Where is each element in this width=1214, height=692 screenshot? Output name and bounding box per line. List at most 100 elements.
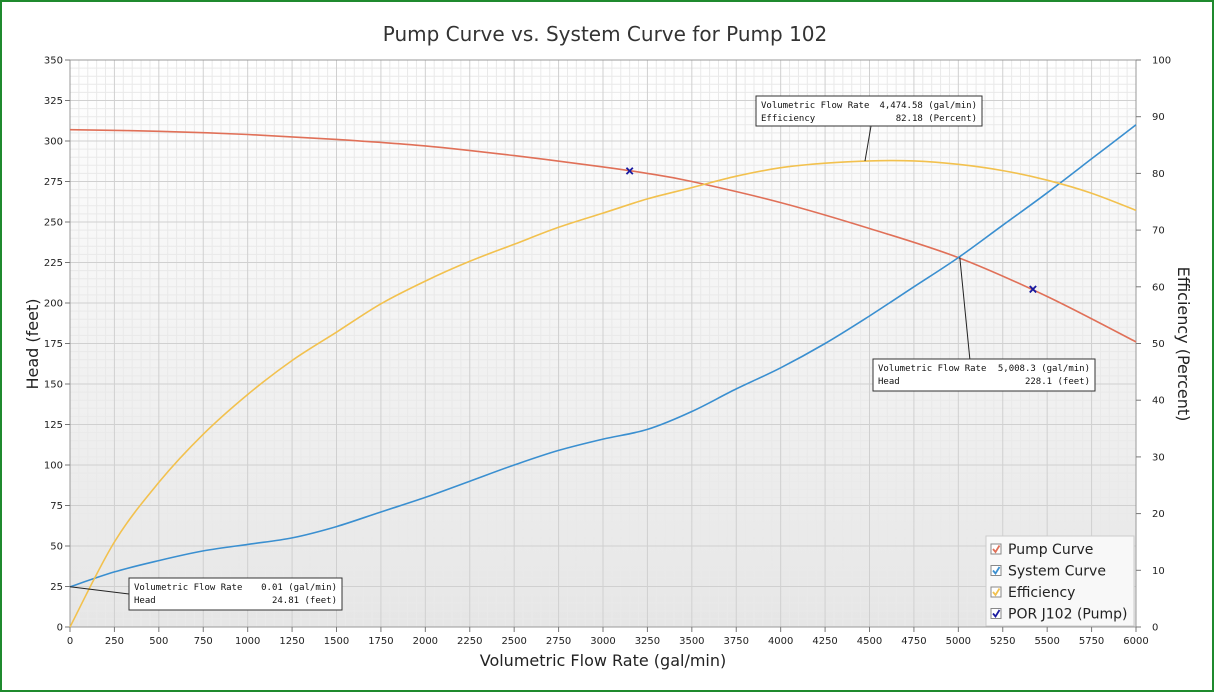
callout-label: Volumetric Flow Rate [761, 101, 869, 111]
y-tick-label: 25 [50, 582, 63, 593]
callout-value: 24.81 (feet) [272, 596, 337, 606]
x-tick-label: 5500 [1034, 636, 1059, 647]
x-axis-ticks: 0 250 500 750 1000 1250 1500 1750 2000 2250 2500 27… [67, 627, 1149, 647]
por-marker [1029, 285, 1037, 294]
y-tick-label: 300 [44, 137, 63, 148]
y2-tick-label: 0 [1152, 623, 1158, 634]
legend-checkbox [990, 586, 1002, 598]
x-tick-label: 3000 [590, 636, 615, 647]
legend-label: POR J102 (Pump) [1008, 607, 1127, 623]
x-tick-label: 750 [194, 636, 213, 647]
x-tick-label: 3750 [724, 636, 749, 647]
legend-checkbox [990, 608, 1002, 619]
x-tick-label: 3500 [679, 636, 704, 647]
y-tick-label: 75 [50, 501, 63, 512]
x-tick-label: 5250 [990, 636, 1015, 647]
callout-label: Volumetric Flow Rate [134, 583, 242, 593]
x-tick-label: 3250 [635, 636, 660, 647]
check-icon [992, 545, 1001, 554]
annotation-callout: Volumetric Flow Rate 0.01 (gal/min) Head 24… [69, 577, 343, 611]
y-tick-label: 275 [44, 177, 63, 188]
legend-item-pump-curve[interactable]: Pump Curve [990, 542, 1093, 558]
x-tick-label: 1000 [235, 636, 260, 647]
y2-tick-label: 100 [1152, 56, 1171, 67]
y-tick-label: 250 [44, 218, 63, 229]
callout-label: Head [878, 377, 900, 387]
callout-label: Head [134, 596, 156, 606]
y2-tick-label: 60 [1152, 282, 1165, 293]
y-tick-label: 100 [44, 461, 63, 472]
legend-label: Efficiency [1008, 585, 1075, 601]
x-tick-label: 250 [105, 636, 124, 647]
y-tick-label: 350 [44, 56, 63, 67]
annotation-callout: Volumetric Flow Rate 5,008.3 (gal/min) Hea… [872, 257, 1096, 392]
por-marker [625, 167, 634, 175]
por-marker-stroke [625, 167, 634, 175]
callout-leader [69, 586, 130, 595]
legend[interactable]: Pump Curve System Curve Efficiency POR J102… [985, 535, 1135, 627]
check-icon [992, 566, 1001, 576]
callout-value: 0.01 (gal/min) [261, 583, 337, 593]
callout-box [128, 577, 343, 611]
y2-axis-ticks: 0 10 20 30 40 50 60 70 80 90 100 [1136, 56, 1171, 634]
x-tick-label: 2000 [413, 636, 438, 647]
y2-tick-label: 10 [1152, 566, 1165, 577]
callout-box [755, 95, 983, 127]
series-line-system-curve [69, 124, 1137, 588]
y2-axis-title: Efficiency (Percent) [1174, 267, 1193, 422]
callout-label: Efficiency [761, 114, 816, 124]
annotation-callout: Volumetric Flow Rate 4,474.58 (gal/min) Ef… [755, 95, 983, 162]
check-icon [992, 609, 1001, 619]
y-tick-label: 175 [44, 339, 63, 350]
y-tick-label: 225 [44, 258, 63, 269]
y2-tick-label: 20 [1152, 509, 1165, 520]
x-tick-label: 500 [149, 636, 168, 647]
y-tick-label: 125 [44, 420, 63, 431]
x-tick-label: 5000 [946, 636, 971, 647]
y2-tick-label: 90 [1152, 112, 1165, 123]
x-axis-title: Volumetric Flow Rate (gal/min) [480, 651, 727, 670]
x-tick-label: 4750 [901, 636, 926, 647]
y2-tick-label: 70 [1152, 226, 1165, 237]
grid-lines [69, 59, 1137, 628]
callout-value: 82.18 (Percent) [896, 114, 977, 124]
series-lines [69, 124, 1137, 628]
y-tick-label: 200 [44, 299, 63, 310]
legend-item-system-curve[interactable]: System Curve [990, 564, 1106, 580]
callout-leader [864, 125, 872, 162]
series-line-pump-curve [69, 128, 1137, 343]
series-line-efficiency [69, 159, 1137, 628]
legend-item-efficiency[interactable]: Efficiency [990, 585, 1075, 601]
y2-tick-label: 40 [1152, 396, 1165, 407]
x-tick-label: 1750 [368, 636, 393, 647]
y-tick-label: 325 [44, 96, 63, 107]
x-tick-label: 1500 [324, 636, 349, 647]
callout-box [872, 358, 1096, 392]
annotation-callouts: Volumetric Flow Rate 0.01 (gal/min) Head 24… [69, 95, 1096, 611]
legend-checkbox [990, 543, 1002, 555]
legend-label: System Curve [1008, 564, 1106, 580]
x-tick-label: 4500 [857, 636, 882, 647]
chart-title: Pump Curve vs. System Curve for Pump 102 [383, 22, 828, 46]
y2-tick-label: 50 [1152, 339, 1165, 350]
x-tick-label: 6000 [1123, 636, 1148, 647]
legend-item-por-j102-pump[interactable]: POR J102 (Pump) [990, 607, 1127, 623]
x-tick-label: 0 [67, 636, 73, 647]
y-tick-label: 50 [50, 542, 63, 553]
x-tick-label: 2750 [546, 636, 571, 647]
x-tick-label: 1250 [279, 636, 304, 647]
y2-tick-label: 30 [1152, 452, 1165, 463]
legend-checkbox [990, 565, 1002, 576]
x-tick-label: 4000 [768, 636, 793, 647]
y-axis-ticks: 0 25 50 75 100 125 150 175 200 225 250 275 300 325 350 [44, 56, 70, 634]
por-marker-stroke [1029, 285, 1037, 294]
x-tick-label: 2500 [501, 636, 526, 647]
callout-value: 4,474.58 (gal/min) [879, 101, 977, 111]
check-icon [992, 588, 1001, 597]
y-axis-title: Head (feet) [23, 299, 42, 390]
callout-label: Volumetric Flow Rate [878, 364, 986, 374]
y-tick-label: 150 [44, 380, 63, 391]
callout-value: 5,008.3 (gal/min) [998, 364, 1090, 374]
